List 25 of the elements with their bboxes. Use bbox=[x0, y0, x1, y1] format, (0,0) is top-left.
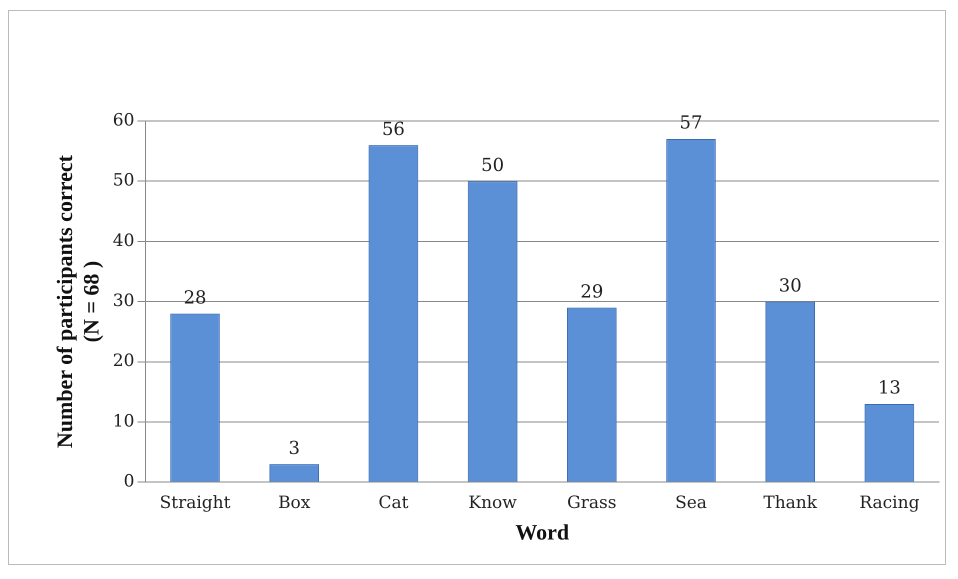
y-tick-label: 50 bbox=[112, 170, 134, 191]
y-tick-label: 20 bbox=[112, 351, 134, 372]
data-label: 57 bbox=[680, 112, 702, 134]
data-label: 13 bbox=[878, 378, 901, 399]
data-label: 3 bbox=[288, 438, 300, 459]
data-label: 30 bbox=[778, 275, 802, 296]
y-tick-label: 30 bbox=[112, 291, 134, 312]
x-tick-label: Sea bbox=[675, 492, 707, 513]
x-axis-title: Word bbox=[515, 519, 570, 544]
x-tick-label: Racing bbox=[859, 492, 920, 513]
y-tick-label: 10 bbox=[112, 411, 134, 432]
x-tick-label: Cat bbox=[378, 492, 409, 513]
y-axis-title: Number of participants correct (N = 68 ) bbox=[52, 154, 104, 448]
y-tick-label: 0 bbox=[124, 472, 134, 492]
x-tick-label: Grass bbox=[567, 492, 616, 513]
x-tick-label: Box bbox=[278, 492, 311, 513]
data-label: 29 bbox=[580, 281, 604, 302]
y-tick-label: 40 bbox=[112, 230, 134, 251]
x-tick-label: Thank bbox=[763, 492, 818, 513]
y-tick-label: 60 bbox=[112, 110, 134, 130]
data-label: 50 bbox=[481, 154, 504, 176]
data-label: 28 bbox=[184, 287, 206, 308]
x-tick-label: Straight bbox=[160, 492, 231, 513]
data-label: 56 bbox=[382, 118, 405, 140]
x-tick-label: Know bbox=[468, 492, 518, 513]
